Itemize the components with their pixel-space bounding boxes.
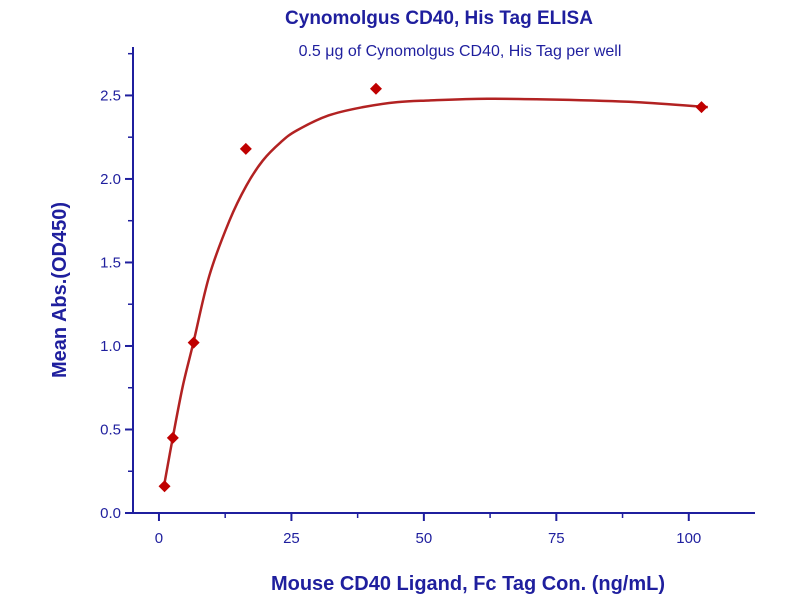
y-axis-label: Mean Abs.(OD450) bbox=[49, 202, 71, 378]
y-tick-label: 1.5 bbox=[100, 254, 121, 271]
plot-area bbox=[158, 82, 708, 493]
fit-curve bbox=[163, 97, 708, 485]
x-tick-label: 75 bbox=[548, 530, 565, 547]
data-point bbox=[166, 431, 179, 444]
y-tick-label: 2.0 bbox=[100, 171, 121, 188]
x-tick-label: 0 bbox=[155, 530, 163, 547]
x-tick-label: 50 bbox=[416, 530, 433, 547]
x-tick-label: 100 bbox=[676, 530, 701, 547]
data-point bbox=[695, 101, 708, 114]
x-tick-label: 25 bbox=[283, 530, 300, 547]
x-axis-label: Mouse CD40 Ligand, Fc Tag Con. (ng/mL) bbox=[271, 573, 665, 595]
data-point bbox=[239, 142, 252, 155]
y-tick-label: 0.0 bbox=[100, 505, 121, 522]
y-tick-label: 1.0 bbox=[100, 338, 121, 355]
data-point bbox=[158, 480, 171, 493]
chart-subtitle: 0.5 μg of Cynomolgus CD40, His Tag per w… bbox=[299, 43, 622, 60]
y-tick-label: 0.5 bbox=[100, 421, 121, 438]
data-point bbox=[369, 82, 382, 95]
axes: 0 25 50 75 100 0.0 0.5 1.0 1.5 2.0 2.5 bbox=[100, 47, 755, 547]
y-tick-label: 2.5 bbox=[100, 87, 121, 104]
data-point bbox=[187, 336, 200, 349]
chart-title: Cynomolgus CD40, His Tag ELISA bbox=[285, 8, 593, 29]
